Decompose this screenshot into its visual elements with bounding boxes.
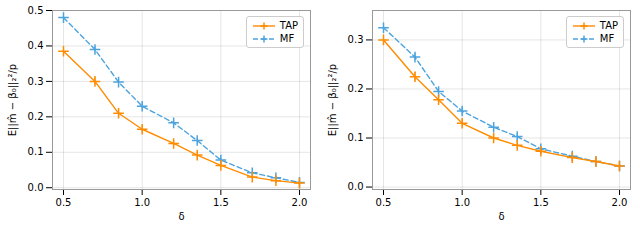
svg-text:0.2: 0.2 <box>28 111 44 122</box>
svg-text:E||m̂ − β₀||₂²/p: E||m̂ − β₀||₂²/p <box>7 64 19 136</box>
svg-text:0.1: 0.1 <box>348 132 364 143</box>
svg-text:0.3: 0.3 <box>348 34 364 45</box>
html-text:TAP: TAP <box>599 20 618 31</box>
svg-text:0.1: 0.1 <box>28 146 44 157</box>
svg-text:2.0: 2.0 <box>612 197 628 208</box>
svg-text:0.5: 0.5 <box>376 197 392 208</box>
html-text:MF: MF <box>279 33 295 44</box>
svg-text:1.5: 1.5 <box>213 197 229 208</box>
svg-text:2.0: 2.0 <box>292 197 308 208</box>
svg-text:0.5: 0.5 <box>56 197 72 208</box>
svg-text:1.5: 1.5 <box>533 197 549 208</box>
svg-text:0.0: 0.0 <box>348 181 364 192</box>
svg-text:0.3: 0.3 <box>28 76 44 87</box>
svg-text:0.4: 0.4 <box>28 40 44 51</box>
html-text:MF: MF <box>599 33 615 44</box>
svg-text:E||m̂ − β₀||₂²/p: E||m̂ − β₀||₂²/p <box>327 64 339 136</box>
svg-text:0.0: 0.0 <box>28 182 44 193</box>
svg-text:0.5: 0.5 <box>28 5 44 16</box>
html-text:TAP: TAP <box>279 20 298 31</box>
svg-text:1.0: 1.0 <box>134 197 150 208</box>
svg-text:1.0: 1.0 <box>454 197 470 208</box>
svg-text:δ: δ <box>498 211 504 222</box>
svg-text:δ: δ <box>178 211 184 222</box>
svg-text:0.2: 0.2 <box>348 83 364 94</box>
